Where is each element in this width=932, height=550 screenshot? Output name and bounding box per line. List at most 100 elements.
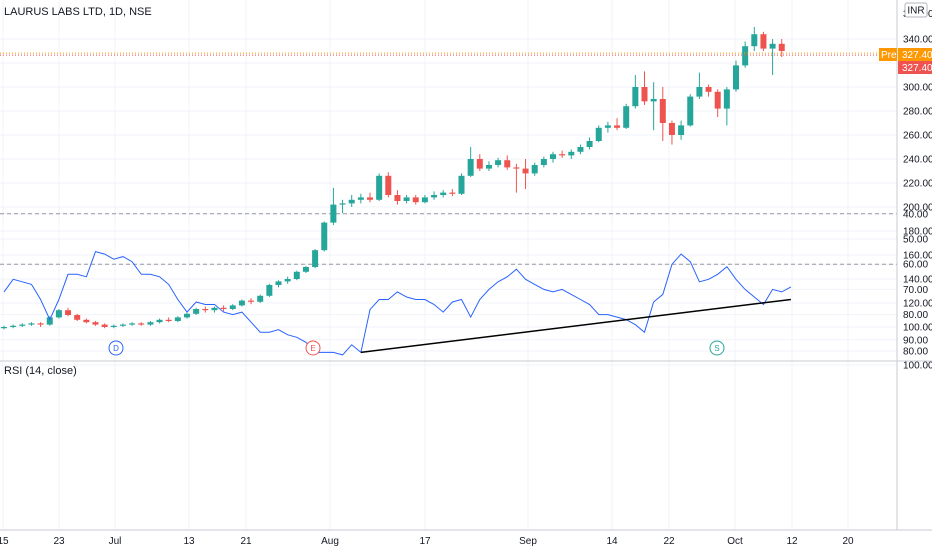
rsi-band [0, 213, 897, 265]
price-tick-label: 100.00 [903, 323, 932, 334]
candle [321, 221, 328, 252]
candle-body [467, 159, 474, 176]
candle-body [55, 310, 62, 318]
candle [193, 307, 200, 315]
candle [275, 280, 282, 288]
price-tick-label: 280.00 [903, 107, 932, 118]
candle [440, 190, 447, 198]
candle-body [723, 89, 730, 109]
event-marker-d[interactable]: D [108, 340, 124, 356]
candle [83, 318, 90, 324]
candle-body [714, 91, 721, 109]
candle-body [531, 165, 538, 174]
candle [614, 118, 621, 131]
candle-body [412, 197, 419, 203]
candle-body [696, 87, 703, 97]
candle-body [421, 197, 428, 203]
time-tick-label: Jul [109, 536, 122, 547]
rsi-tick-label: 70.00 [903, 285, 928, 296]
price-tick-label: 340.00 [903, 35, 932, 46]
price-tick-label: 140.00 [903, 275, 932, 286]
candle-body [74, 315, 81, 320]
candle-body [678, 125, 685, 135]
candle-body [293, 271, 300, 279]
price-tick-label: 80.00 [903, 347, 928, 358]
candle-body [339, 203, 346, 205]
time-tick-label: 21 [240, 536, 252, 547]
candle-body [238, 300, 245, 306]
candle [248, 298, 255, 305]
candle [687, 94, 694, 127]
time-tick-label: 15 [0, 536, 9, 547]
candle [412, 195, 419, 205]
chart-grid [0, 0, 897, 530]
candle [723, 87, 730, 126]
candle-body [248, 300, 255, 302]
candle [421, 195, 428, 204]
rsi-series [3, 250, 792, 356]
candle [202, 306, 209, 313]
price-tick-label: 200.00 [903, 203, 932, 214]
candle [504, 155, 511, 170]
candle [184, 312, 190, 319]
candle [714, 89, 721, 117]
candle [1, 325, 7, 330]
candle [394, 190, 401, 205]
candle-body [257, 295, 264, 302]
last-value: 327.40 [902, 63, 932, 74]
time-axis[interactable]: 15 23 Jul 13 21 Aug 17 Sep 14 22 Oct 12 20 [0, 536, 854, 547]
rsi-tick-label: 80.00 [903, 310, 928, 321]
candle-body [156, 319, 163, 323]
candle [101, 323, 108, 329]
candle-body [101, 324, 108, 327]
rsi-tick-label: 40.00 [903, 209, 928, 220]
candle-body [83, 319, 90, 323]
candle [220, 305, 227, 312]
rsi-line [3, 250, 792, 356]
candle-body [357, 197, 364, 200]
candle-body [522, 168, 529, 174]
candle-body [577, 147, 584, 152]
candlestick-series [1, 27, 785, 330]
candle [174, 316, 181, 323]
candle-body [623, 106, 630, 128]
price-tick-label: 120.00 [903, 299, 932, 310]
event-marker-circle [709, 340, 725, 356]
candle-body [449, 192, 456, 194]
candle [650, 82, 657, 131]
candle-body [266, 285, 273, 296]
candle-body [568, 151, 575, 156]
candle-body [229, 305, 236, 309]
candle [778, 39, 785, 57]
candle-body [614, 125, 621, 128]
candle [129, 322, 136, 326]
candle-body [184, 313, 190, 318]
candle-body [302, 267, 309, 272]
candle [385, 172, 392, 198]
candle [284, 276, 291, 284]
candle [577, 144, 584, 155]
candle [733, 60, 739, 92]
event-marker-s[interactable]: S [709, 340, 725, 356]
candle [119, 323, 126, 327]
candle-body [275, 281, 282, 285]
candle-body [431, 195, 438, 198]
event-marker-e[interactable]: E [305, 340, 321, 356]
candle [586, 137, 593, 150]
time-tick-label: Oct [727, 536, 743, 547]
candle [495, 157, 502, 168]
time-tick-label: 20 [842, 536, 854, 547]
rsi-trendline[interactable] [360, 298, 791, 354]
candle [92, 321, 99, 326]
candle-body [193, 309, 200, 314]
event-marker-letter: S [714, 344, 719, 353]
currency-button[interactable]: INR [904, 2, 928, 18]
candle-body [46, 317, 53, 325]
event-marker-letter: D [113, 344, 119, 353]
pre-label: Pre [881, 50, 897, 61]
price-tick-label: 260.00 [903, 131, 932, 142]
candle [485, 161, 492, 171]
time-tick-label: 12 [786, 536, 798, 547]
candle-body [778, 43, 785, 51]
